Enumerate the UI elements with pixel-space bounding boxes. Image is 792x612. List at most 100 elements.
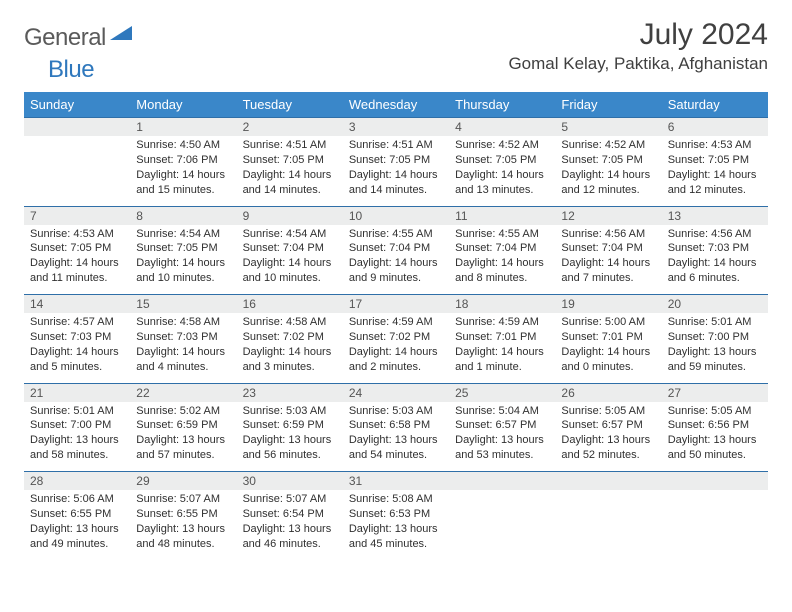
daylight-text: Daylight: 14 hours and 10 minutes. (136, 256, 230, 286)
logo-word-general: General (24, 24, 106, 52)
sunset-text: Sunset: 7:04 PM (243, 241, 337, 256)
daylight-text: Daylight: 13 hours and 49 minutes. (30, 522, 124, 552)
sunset-text: Sunset: 6:58 PM (349, 418, 443, 433)
day-detail-cell: Sunrise: 5:07 AMSunset: 6:55 PMDaylight:… (130, 490, 236, 560)
weekday-header: Wednesday (343, 92, 449, 118)
sunrise-text: Sunrise: 5:05 AM (561, 404, 655, 419)
day-detail-cell: Sunrise: 5:01 AMSunset: 7:00 PMDaylight:… (24, 402, 130, 472)
sunset-text: Sunset: 7:05 PM (136, 241, 230, 256)
sunset-text: Sunset: 7:04 PM (561, 241, 655, 256)
day-detail-cell (555, 490, 661, 560)
sunrise-text: Sunrise: 4:53 AM (668, 138, 762, 153)
sunset-text: Sunset: 7:06 PM (136, 153, 230, 168)
day-detail-row: Sunrise: 5:06 AMSunset: 6:55 PMDaylight:… (24, 490, 768, 560)
sunrise-text: Sunrise: 4:59 AM (455, 315, 549, 330)
day-number-cell (555, 472, 661, 491)
sunrise-text: Sunrise: 5:01 AM (30, 404, 124, 419)
sunrise-text: Sunrise: 5:08 AM (349, 492, 443, 507)
daylight-text: Daylight: 14 hours and 11 minutes. (30, 256, 124, 286)
daylight-text: Daylight: 13 hours and 45 minutes. (349, 522, 443, 552)
day-number-cell: 7 (24, 206, 130, 225)
day-number-cell (449, 472, 555, 491)
day-detail-cell: Sunrise: 4:56 AMSunset: 7:03 PMDaylight:… (662, 225, 768, 295)
sunrise-text: Sunrise: 4:52 AM (455, 138, 549, 153)
sunset-text: Sunset: 7:03 PM (668, 241, 762, 256)
day-detail-cell: Sunrise: 4:57 AMSunset: 7:03 PMDaylight:… (24, 313, 130, 383)
daylight-text: Daylight: 14 hours and 14 minutes. (243, 168, 337, 198)
day-detail-cell: Sunrise: 5:03 AMSunset: 6:59 PMDaylight:… (237, 402, 343, 472)
day-number-cell: 25 (449, 383, 555, 402)
day-number-row: 21222324252627 (24, 383, 768, 402)
daylight-text: Daylight: 14 hours and 9 minutes. (349, 256, 443, 286)
day-number-cell: 27 (662, 383, 768, 402)
sunrise-text: Sunrise: 4:53 AM (30, 227, 124, 242)
day-number-cell: 31 (343, 472, 449, 491)
logo-word-blue: Blue (48, 56, 94, 83)
daylight-text: Daylight: 13 hours and 56 minutes. (243, 433, 337, 463)
weekday-header: Saturday (662, 92, 768, 118)
sunset-text: Sunset: 7:00 PM (30, 418, 124, 433)
month-title: July 2024 (508, 18, 768, 52)
sunrise-text: Sunrise: 4:59 AM (349, 315, 443, 330)
day-number-cell: 30 (237, 472, 343, 491)
daylight-text: Daylight: 13 hours and 53 minutes. (455, 433, 549, 463)
daylight-text: Daylight: 14 hours and 13 minutes. (455, 168, 549, 198)
sunrise-text: Sunrise: 5:03 AM (243, 404, 337, 419)
day-number-cell: 12 (555, 206, 661, 225)
sunrise-text: Sunrise: 4:52 AM (561, 138, 655, 153)
sunrise-text: Sunrise: 5:07 AM (136, 492, 230, 507)
day-detail-cell: Sunrise: 4:55 AMSunset: 7:04 PMDaylight:… (343, 225, 449, 295)
sunset-text: Sunset: 6:56 PM (668, 418, 762, 433)
day-detail-cell: Sunrise: 5:07 AMSunset: 6:54 PMDaylight:… (237, 490, 343, 560)
sunset-text: Sunset: 7:02 PM (243, 330, 337, 345)
day-detail-cell (662, 490, 768, 560)
day-number-cell: 1 (130, 118, 236, 137)
sunset-text: Sunset: 6:57 PM (455, 418, 549, 433)
day-detail-cell: Sunrise: 4:58 AMSunset: 7:02 PMDaylight:… (237, 313, 343, 383)
day-detail-cell: Sunrise: 4:51 AMSunset: 7:05 PMDaylight:… (343, 136, 449, 206)
weekday-header: Tuesday (237, 92, 343, 118)
sunrise-text: Sunrise: 5:05 AM (668, 404, 762, 419)
day-detail-cell: Sunrise: 4:59 AMSunset: 7:02 PMDaylight:… (343, 313, 449, 383)
day-detail-cell: Sunrise: 5:05 AMSunset: 6:56 PMDaylight:… (662, 402, 768, 472)
sunset-text: Sunset: 6:55 PM (136, 507, 230, 522)
day-detail-cell: Sunrise: 4:56 AMSunset: 7:04 PMDaylight:… (555, 225, 661, 295)
sunrise-text: Sunrise: 4:54 AM (136, 227, 230, 242)
daylight-text: Daylight: 14 hours and 0 minutes. (561, 345, 655, 375)
day-number-cell (662, 472, 768, 491)
day-number-cell (24, 118, 130, 137)
daylight-text: Daylight: 13 hours and 54 minutes. (349, 433, 443, 463)
weekday-header: Monday (130, 92, 236, 118)
day-detail-cell: Sunrise: 5:03 AMSunset: 6:58 PMDaylight:… (343, 402, 449, 472)
daylight-text: Daylight: 14 hours and 12 minutes. (561, 168, 655, 198)
sunset-text: Sunset: 6:55 PM (30, 507, 124, 522)
day-number-cell: 9 (237, 206, 343, 225)
day-detail-cell: Sunrise: 5:06 AMSunset: 6:55 PMDaylight:… (24, 490, 130, 560)
day-detail-row: Sunrise: 5:01 AMSunset: 7:00 PM Daylight:… (24, 402, 768, 472)
sunrise-text: Sunrise: 5:00 AM (561, 315, 655, 330)
day-number-row: 123456 (24, 118, 768, 137)
day-number-cell: 16 (237, 295, 343, 314)
sunset-text: Sunset: 7:01 PM (455, 330, 549, 345)
title-block: July 2024 Gomal Kelay, Paktika, Afghanis… (508, 18, 768, 74)
day-detail-cell: Sunrise: 4:53 AMSunset: 7:05 PMDaylight:… (662, 136, 768, 206)
daylight-text: Daylight: 14 hours and 10 minutes. (243, 256, 337, 286)
day-detail-row: Sunrise: 4:57 AMSunset: 7:03 PMDaylight:… (24, 313, 768, 383)
day-number-cell: 20 (662, 295, 768, 314)
day-detail-cell: Sunrise: 5:00 AMSunset: 7:01 PMDaylight:… (555, 313, 661, 383)
sunset-text: Sunset: 7:05 PM (561, 153, 655, 168)
weekday-header: Friday (555, 92, 661, 118)
sunrise-text: Sunrise: 4:51 AM (243, 138, 337, 153)
daylight-text: Daylight: 13 hours and 48 minutes. (136, 522, 230, 552)
sunset-text: Sunset: 6:53 PM (349, 507, 443, 522)
sunrise-text: Sunrise: 4:58 AM (243, 315, 337, 330)
sunset-text: Sunset: 7:01 PM (561, 330, 655, 345)
day-detail-cell: Sunrise: 5:01 AMSunset: 7:00 PMDaylight:… (662, 313, 768, 383)
day-detail-cell: Sunrise: 4:52 AMSunset: 7:05 PMDaylight:… (555, 136, 661, 206)
day-number-cell: 29 (130, 472, 236, 491)
sunset-text: Sunset: 7:05 PM (455, 153, 549, 168)
day-number-cell: 17 (343, 295, 449, 314)
day-detail-cell: Sunrise: 5:08 AMSunset: 6:53 PMDaylight:… (343, 490, 449, 560)
sunrise-text: Sunrise: 5:04 AM (455, 404, 549, 419)
sunrise-text: Sunrise: 5:03 AM (349, 404, 443, 419)
